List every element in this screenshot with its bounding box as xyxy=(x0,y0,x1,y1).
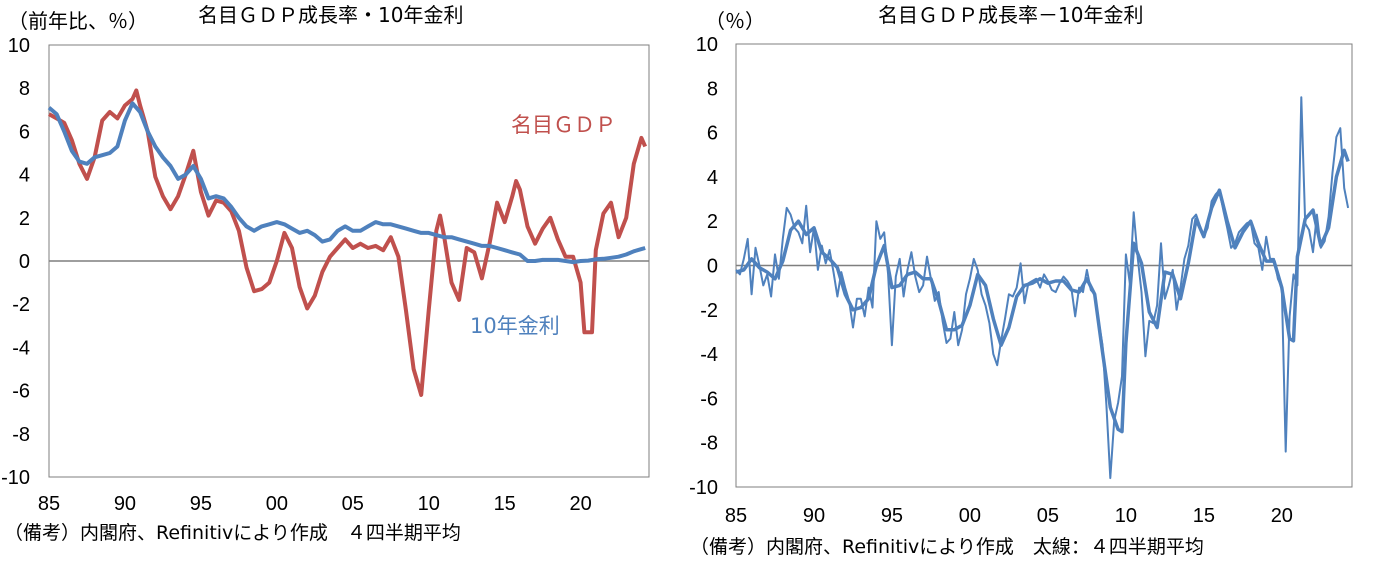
series-line-4q-average-spread xyxy=(735,148,1350,434)
left-chart-source-note: （備考）内閣府、Refinitivにより作成 ４四半期平均 xyxy=(4,522,461,544)
x-tick-label: 10 xyxy=(1115,505,1137,527)
y-tick-label: -2 xyxy=(700,300,718,322)
y-tick-label: -8 xyxy=(12,424,30,446)
y-tick-label: -6 xyxy=(700,388,718,410)
annotation-nominal-gdp: 名目ＧＤＰ xyxy=(511,113,616,137)
series-line-quarterly-spread xyxy=(735,96,1350,480)
y-tick-label: 6 xyxy=(707,123,718,145)
right-x-axis: 85 90 95 00 05 10 15 20 xyxy=(725,505,1293,527)
x-tick-label: 95 xyxy=(881,505,903,527)
y-tick-label: 6 xyxy=(19,121,30,143)
y-tick-label: 8 xyxy=(19,78,30,100)
y-tick-label: -8 xyxy=(700,433,718,455)
y-tick-label: 2 xyxy=(19,208,30,230)
x-tick-label: 10 xyxy=(418,493,440,515)
x-tick-label: 15 xyxy=(494,493,516,515)
annotation-10y-yield: 10年金利 xyxy=(470,314,560,338)
series-line-10y-yield xyxy=(47,101,646,265)
y-tick-label: 2 xyxy=(707,211,718,233)
y-tick-label: 10 xyxy=(696,34,718,56)
x-tick-label: 05 xyxy=(1037,505,1059,527)
y-tick-label: 10 xyxy=(8,35,30,57)
right-y-axis: 10 8 6 4 2 0 -2 -4 -6 -8 -10 xyxy=(689,34,718,499)
y-tick-label: -10 xyxy=(1,467,30,489)
right-chart-title: 名目ＧＤＰ成長率－10年金利 xyxy=(878,3,1143,27)
x-tick-label: 20 xyxy=(1271,505,1293,527)
y-tick-label: 8 xyxy=(707,78,718,100)
x-tick-label: 90 xyxy=(803,505,825,527)
x-tick-label: 85 xyxy=(38,493,60,515)
left-x-axis: 85 90 95 00 05 10 15 20 xyxy=(38,493,592,515)
x-tick-label: 00 xyxy=(959,505,981,527)
right-chart-source-note: （備考）内閣府、Refinitivにより作成 太線：４四半期平均 xyxy=(690,536,1204,558)
left-chart-unit-label: （前年比、％） xyxy=(8,9,148,33)
left-chart: （前年比、％） 名目ＧＤＰ成長率・10年金利 1086420-2-4-6-8-1… xyxy=(1,3,650,544)
left-y-axis: 10 8 6 4 2 0 -2 -4 -6 -8 -10 xyxy=(1,35,30,489)
x-tick-label: 15 xyxy=(1193,505,1215,527)
x-tick-label: 90 xyxy=(114,493,136,515)
x-tick-label: 05 xyxy=(342,493,364,515)
y-tick-label: 0 xyxy=(19,251,30,273)
y-tick-label: -4 xyxy=(700,344,718,366)
y-tick-label: -10 xyxy=(689,477,718,499)
x-tick-label: 85 xyxy=(725,505,747,527)
x-tick-label: 95 xyxy=(190,493,212,515)
y-tick-label: 0 xyxy=(707,256,718,278)
y-tick-label: 4 xyxy=(19,165,30,187)
x-tick-label: 00 xyxy=(266,493,288,515)
y-tick-label: 4 xyxy=(707,167,718,189)
y-tick-label: -2 xyxy=(12,294,30,316)
y-tick-label: -6 xyxy=(12,381,30,403)
right-chart-unit-label: （％） xyxy=(705,9,765,33)
y-tick-label: -4 xyxy=(12,337,30,359)
left-chart-title: 名目ＧＤＰ成長率・10年金利 xyxy=(198,3,463,27)
x-tick-label: 20 xyxy=(570,493,592,515)
